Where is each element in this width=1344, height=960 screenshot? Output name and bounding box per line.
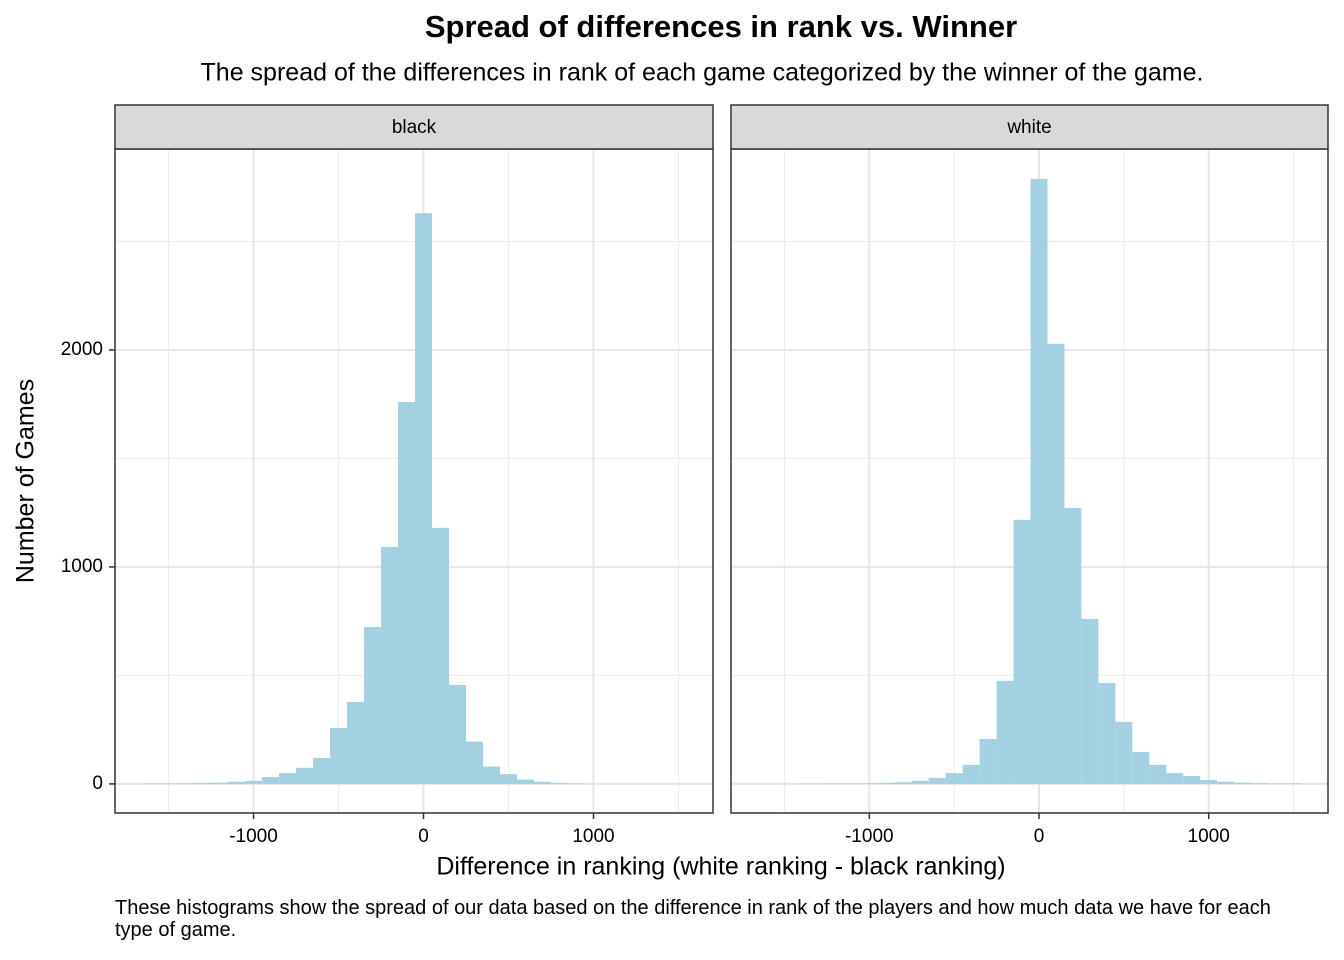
x-tick-label: 0 bbox=[1034, 826, 1045, 847]
bar bbox=[194, 782, 212, 784]
bar bbox=[1166, 773, 1184, 784]
bar bbox=[1251, 783, 1269, 784]
bar bbox=[1149, 764, 1167, 784]
bar bbox=[894, 782, 912, 784]
bar bbox=[1047, 343, 1065, 784]
y-tick-label: 0 bbox=[92, 773, 103, 794]
bar bbox=[1030, 178, 1048, 784]
bar bbox=[945, 773, 963, 784]
caption: These histograms show the spread of our … bbox=[115, 897, 1271, 941]
bar bbox=[1234, 782, 1252, 784]
bar bbox=[996, 680, 1014, 784]
bar bbox=[1200, 780, 1218, 784]
bar bbox=[1081, 619, 1099, 784]
x-tick-label: 1000 bbox=[572, 826, 614, 847]
chart-subtitle: The spread of the differences in rank of… bbox=[201, 59, 1204, 87]
bar bbox=[979, 739, 997, 784]
bar bbox=[381, 546, 399, 784]
bar bbox=[211, 782, 229, 784]
bar bbox=[449, 684, 467, 784]
bar bbox=[1064, 507, 1082, 784]
bar bbox=[534, 781, 552, 784]
bar bbox=[911, 780, 929, 784]
bar bbox=[483, 766, 501, 784]
bar bbox=[928, 777, 946, 784]
x-tick-label: -1000 bbox=[229, 826, 278, 847]
bar bbox=[245, 780, 263, 784]
x-axis-label: Difference in ranking (white ranking - b… bbox=[436, 853, 1005, 881]
bar bbox=[177, 783, 195, 784]
bar bbox=[1285, 783, 1303, 784]
bar bbox=[415, 213, 433, 784]
bar bbox=[466, 741, 484, 784]
bar bbox=[1098, 683, 1116, 784]
bar bbox=[877, 782, 895, 784]
bar bbox=[1132, 752, 1150, 784]
x-tick-label: 1000 bbox=[1188, 826, 1230, 847]
y-tick-label: 2000 bbox=[61, 339, 103, 360]
x-tick-label: 0 bbox=[418, 826, 429, 847]
bar bbox=[1115, 721, 1133, 784]
bar bbox=[962, 764, 980, 784]
bar bbox=[1013, 519, 1031, 784]
bar bbox=[313, 757, 331, 784]
bar bbox=[432, 527, 450, 784]
bar bbox=[517, 779, 535, 784]
bar bbox=[364, 627, 382, 784]
bar bbox=[551, 782, 569, 784]
strip-label: black bbox=[392, 117, 437, 138]
bar bbox=[398, 402, 416, 784]
strip-label: white bbox=[1006, 117, 1051, 138]
bar bbox=[1217, 781, 1235, 784]
chart-title: Spread of differences in rank vs. Winner bbox=[425, 9, 1017, 44]
bar bbox=[347, 701, 365, 784]
strip bbox=[114, 104, 714, 150]
y-axis-label: Number of Games bbox=[12, 379, 40, 583]
strip bbox=[730, 104, 1329, 150]
bar bbox=[279, 773, 297, 784]
x-tick-label: -1000 bbox=[845, 826, 894, 847]
y-tick-label: 1000 bbox=[61, 556, 103, 577]
bar bbox=[296, 767, 314, 784]
bar bbox=[228, 781, 246, 784]
bar bbox=[262, 776, 280, 784]
bar bbox=[330, 727, 348, 784]
bar bbox=[860, 783, 878, 784]
bar bbox=[1183, 775, 1201, 784]
bar bbox=[500, 774, 518, 784]
